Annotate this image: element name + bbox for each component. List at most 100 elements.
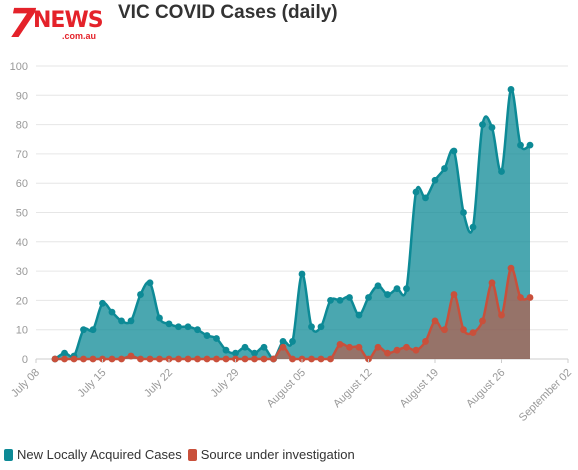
data-point: [184, 355, 192, 363]
data-point: [346, 343, 353, 351]
y-tick-label: 50: [16, 208, 28, 220]
data-point: [146, 279, 154, 287]
data-point: [412, 188, 420, 196]
series-areas: [54, 88, 531, 361]
data-point: [137, 291, 144, 298]
y-tick-label: 40: [16, 237, 28, 249]
legend-item-investigation[interactable]: Source under investigation: [187, 447, 355, 462]
data-point: [460, 326, 467, 334]
data-point: [374, 343, 382, 351]
series-area-1: [55, 267, 530, 359]
data-point: [127, 352, 135, 360]
data-point: [308, 323, 315, 331]
y-tick-label: 80: [16, 120, 28, 132]
data-point: [241, 355, 249, 363]
data-point: [488, 279, 496, 287]
x-tick-label: July 29: [208, 367, 241, 400]
data-point: [479, 317, 486, 325]
data-point: [61, 355, 68, 363]
data-point: [441, 326, 448, 334]
data-point: [498, 311, 505, 319]
data-point: [165, 320, 173, 328]
data-point: [355, 343, 363, 351]
data-point: [260, 343, 268, 351]
y-tick-label: 100: [10, 61, 28, 73]
x-tick-label: August 19: [398, 367, 442, 411]
data-point: [526, 141, 534, 149]
data-point: [317, 323, 325, 331]
data-point: [61, 349, 68, 357]
x-tick-label: July 15: [75, 367, 108, 400]
data-point: [393, 285, 401, 293]
x-axis: July 08 July 15 July 22 July 29 August 05 Aug…: [9, 359, 574, 424]
data-point: [479, 121, 486, 128]
data-point: [213, 355, 220, 363]
legend-item-local[interactable]: New Locally Acquired Cases: [4, 447, 182, 462]
data-point: [241, 343, 249, 351]
data-point: [393, 346, 401, 354]
y-tick-label: 20: [16, 295, 28, 307]
data-point: [384, 291, 391, 298]
data-point: [222, 346, 230, 354]
data-point: [507, 86, 515, 93]
data-point: [203, 355, 211, 363]
data-point: [289, 338, 296, 345]
data-point: [507, 264, 515, 272]
data-point: [118, 317, 125, 325]
data-point: [346, 294, 353, 301]
data-point: [203, 332, 211, 339]
x-tick-label: August 26: [464, 367, 508, 411]
data-point: [194, 355, 201, 363]
logo-news-text: NEWS: [33, 8, 104, 33]
data-point: [327, 355, 334, 363]
data-point: [99, 299, 106, 307]
data-point: [412, 346, 420, 354]
data-point: [108, 355, 116, 363]
y-tick-label: 30: [16, 266, 28, 278]
data-point: [194, 326, 201, 334]
series-area-0: [55, 89, 530, 359]
data-point: [488, 124, 496, 131]
data-point: [70, 355, 78, 363]
y-tick-label: 10: [16, 325, 28, 337]
legend-swatch-local: [4, 448, 13, 461]
data-point: [384, 349, 391, 357]
data-point: [526, 294, 534, 301]
data-point: [450, 291, 458, 298]
chart-title: VIC COVID Cases (daily): [118, 2, 338, 23]
data-point: [279, 343, 287, 351]
data-point: [289, 355, 296, 363]
y-tick-label: 70: [16, 149, 28, 161]
data-point: [403, 285, 410, 293]
y-tick-label: 0: [22, 354, 28, 366]
data-point: [374, 282, 382, 290]
data-point: [431, 176, 439, 184]
data-point: [260, 355, 268, 363]
x-tick-label: August 05: [265, 367, 309, 411]
data-point: [355, 311, 363, 319]
data-point: [89, 355, 97, 363]
data-point: [336, 340, 344, 348]
data-point: [222, 355, 230, 363]
y-axis: 0 10 20 30 40 50 60 70 80 90 100: [10, 61, 28, 366]
data-point: [118, 355, 125, 363]
logo-domain: .com.au: [62, 31, 97, 41]
data-point: [270, 355, 277, 363]
data-point: [108, 308, 116, 316]
x-tick-label: August 12: [331, 367, 375, 411]
y-tick-label: 60: [16, 178, 28, 190]
data-point: [127, 317, 135, 325]
chart-legend: New Locally Acquired Cases Source under …: [4, 447, 361, 462]
data-point: [232, 349, 239, 357]
data-point: [422, 194, 429, 202]
data-point: [336, 297, 344, 304]
data-point: [365, 294, 372, 301]
data-point: [156, 314, 163, 322]
x-tick-label: July 22: [142, 367, 175, 400]
data-point: [279, 338, 287, 345]
data-point: [469, 329, 477, 337]
legend-label-local: New Locally Acquired Cases: [17, 447, 182, 462]
data-point: [327, 297, 334, 304]
data-point: [298, 270, 306, 278]
data-point: [156, 355, 163, 363]
